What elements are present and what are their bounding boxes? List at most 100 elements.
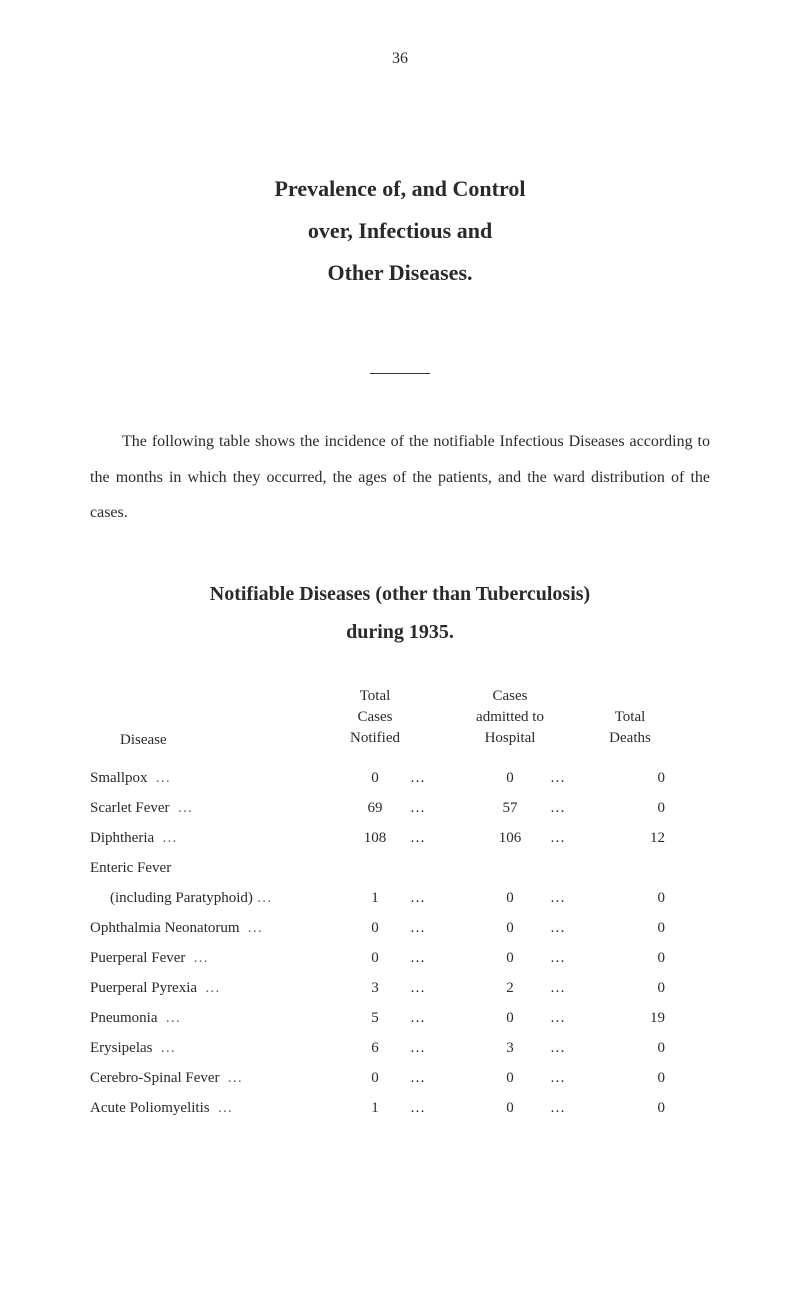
disease-name: Diphtheria bbox=[90, 830, 154, 846]
val-admitted: 0 bbox=[506, 1093, 514, 1123]
cell-notified: 0… bbox=[310, 913, 440, 943]
table-row: Ophthalmia Neonatorum …0…0…0 bbox=[90, 913, 710, 943]
table-row-enteric-header: Enteric Fever bbox=[90, 853, 710, 883]
cell-notified: 6… bbox=[310, 1033, 440, 1063]
ellipsis-icon: … bbox=[185, 950, 212, 966]
section-divider bbox=[370, 373, 430, 374]
header-deaths: Total Deaths bbox=[580, 686, 680, 749]
val-admitted: 57 bbox=[503, 793, 518, 823]
title-line-1: Prevalence of, and Control bbox=[90, 168, 710, 210]
header-ad-2: admitted to bbox=[440, 707, 580, 728]
header-total-cases: Total Cases Notified bbox=[310, 686, 440, 749]
table-row: Cerebro-Spinal Fever …0…0…0 bbox=[90, 1063, 710, 1093]
disease-name: Erysipelas bbox=[90, 1040, 152, 1056]
cell-disease: Smallpox … bbox=[90, 763, 310, 793]
ellipsis-icon: … bbox=[550, 913, 568, 943]
ellipsis-icon: … bbox=[550, 1003, 568, 1033]
ellipsis-icon: … bbox=[410, 1063, 428, 1093]
ellipsis-icon: … bbox=[410, 1033, 428, 1063]
ellipsis-icon: … bbox=[240, 920, 267, 936]
ellipsis-icon: … bbox=[197, 980, 224, 996]
cell-deaths: 0 bbox=[580, 883, 680, 913]
cell-admitted: 57 … bbox=[440, 793, 580, 823]
cell-notified: 0… bbox=[310, 763, 440, 793]
val-notified: 69 bbox=[368, 793, 383, 823]
disease-name: Scarlet Fever bbox=[90, 800, 170, 816]
table-row: Diphtheria …108…106…12 bbox=[90, 823, 710, 853]
page-number: 36 bbox=[90, 50, 710, 68]
cell-disease: Pneumonia … bbox=[90, 1003, 310, 1033]
cell-admitted: 0… bbox=[440, 913, 580, 943]
cell-admitted: 0… bbox=[440, 1003, 580, 1033]
cell-admitted: 106… bbox=[440, 823, 580, 853]
table-row: Acute Poliomyelitis …1…0…0 bbox=[90, 1093, 710, 1123]
cell-admitted: 0… bbox=[440, 1063, 580, 1093]
ellipsis-icon: … bbox=[550, 763, 568, 793]
cell-deaths: 0 bbox=[580, 913, 680, 943]
cell-disease: Acute Poliomyelitis … bbox=[90, 1093, 310, 1123]
header-tc-2: Cases bbox=[310, 707, 440, 728]
subtitle-line-2: during 1935. bbox=[90, 613, 710, 651]
ellipsis-icon: … bbox=[550, 793, 568, 823]
ellipsis-icon: … bbox=[410, 913, 428, 943]
cell-deaths: 12 bbox=[580, 823, 680, 853]
intro-paragraph: The following table shows the incidence … bbox=[90, 424, 710, 530]
cell-notified: 1… bbox=[310, 1093, 440, 1123]
cell-admitted: 0… bbox=[440, 1093, 580, 1123]
disease-name: Puerperal Fever bbox=[90, 950, 185, 966]
disease-name: Cerebro-Spinal Fever bbox=[90, 1070, 220, 1086]
ellipsis-icon: … bbox=[550, 943, 568, 973]
cell-disease: Scarlet Fever … bbox=[90, 793, 310, 823]
cell-notified: 108 … bbox=[310, 823, 440, 853]
ellipsis-icon: … bbox=[257, 890, 276, 906]
ellipsis-icon: … bbox=[550, 1093, 568, 1123]
enteric-sub-text: (including Paratyphoid) bbox=[110, 890, 253, 906]
cell-disease: Cerebro-Spinal Fever … bbox=[90, 1063, 310, 1093]
table-row: Smallpox …0…0…0 bbox=[90, 763, 710, 793]
cell-deaths: 0 bbox=[580, 1093, 680, 1123]
header-admitted: Cases admitted to Hospital bbox=[440, 686, 580, 749]
ellipsis-icon: … bbox=[550, 973, 568, 1003]
ellipsis-icon: … bbox=[410, 1003, 428, 1033]
ellipsis-icon: … bbox=[154, 830, 181, 846]
val-notified: 6 bbox=[371, 1033, 379, 1063]
ellipsis-icon: … bbox=[550, 883, 568, 913]
table-row: Puerperal Fever …0…0…0 bbox=[90, 943, 710, 973]
table-row-enteric-sub: (including Paratyphoid) … 1… 0… 0 bbox=[90, 883, 710, 913]
ellipsis-icon: … bbox=[210, 1100, 237, 1116]
ellipsis-icon: … bbox=[410, 973, 428, 1003]
ellipsis-icon: … bbox=[410, 1093, 428, 1123]
ellipsis-icon: … bbox=[550, 1033, 568, 1063]
header-tc-1: Total bbox=[310, 686, 440, 707]
cell-notified: 3… bbox=[310, 973, 440, 1003]
header-tc-3: Notified bbox=[310, 728, 440, 749]
header-disease-label: Disease bbox=[120, 732, 167, 749]
ellipsis-icon: … bbox=[550, 1063, 568, 1093]
table-row: Scarlet Fever …69…57…0 bbox=[90, 793, 710, 823]
subtitle-line-1: Notifiable Diseases (other than Tubercul… bbox=[90, 575, 710, 613]
title-line-3: Other Diseases. bbox=[90, 252, 710, 294]
val-notified: 108 bbox=[364, 823, 387, 853]
val-notified: 0 bbox=[371, 1063, 379, 1093]
cell-notified: 69… bbox=[310, 793, 440, 823]
ellipsis-icon: … bbox=[148, 770, 175, 786]
val-notified: 0 bbox=[371, 943, 379, 973]
disease-name: Puerperal Pyrexia bbox=[90, 980, 197, 996]
ellipsis-icon: … bbox=[410, 823, 428, 853]
val-admitted: 3 bbox=[506, 1033, 514, 1063]
cell-deaths: 19 bbox=[580, 1003, 680, 1033]
cell-admitted: 2… bbox=[440, 973, 580, 1003]
main-title: Prevalence of, and Control over, Infecti… bbox=[90, 168, 710, 293]
cell-admitted: 0… bbox=[440, 763, 580, 793]
cell-disease: Ophthalmia Neonatorum … bbox=[90, 913, 310, 943]
val-notified: 3 bbox=[371, 973, 379, 1003]
cell-admitted: 0… bbox=[440, 943, 580, 973]
enteric-fever-label: Enteric Fever bbox=[90, 853, 710, 883]
cell-notified: 0… bbox=[310, 1063, 440, 1093]
cell-admitted: 3… bbox=[440, 1033, 580, 1063]
disease-name: Pneumonia bbox=[90, 1010, 158, 1026]
val-admitted: 0 bbox=[506, 883, 514, 913]
enteric-sub-label: (including Paratyphoid) … bbox=[90, 883, 310, 913]
ellipsis-icon: … bbox=[550, 823, 568, 853]
cell-disease: Diphtheria … bbox=[90, 823, 310, 853]
